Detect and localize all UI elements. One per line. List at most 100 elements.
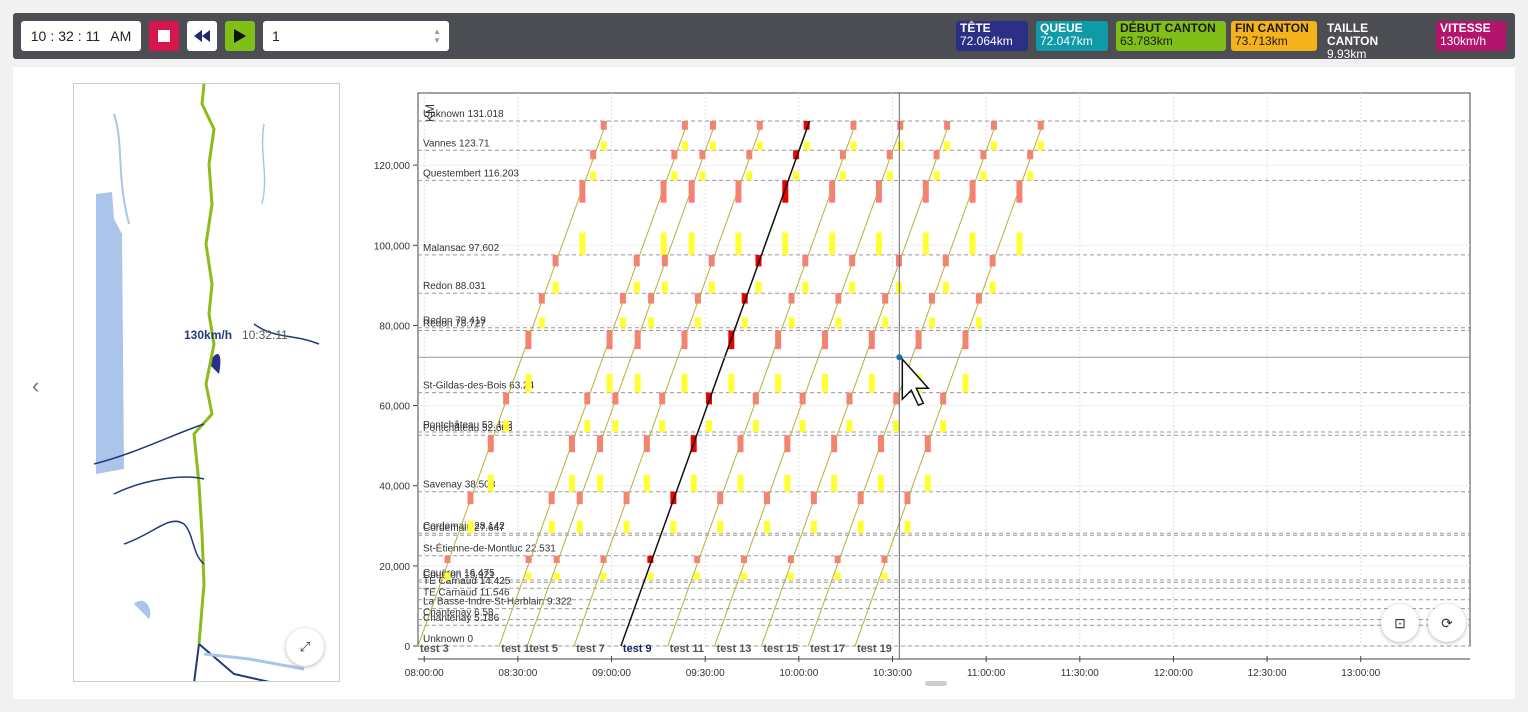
block-red	[548, 491, 555, 505]
station-label: Savenay 38.508	[423, 480, 496, 491]
block-yellow	[717, 520, 724, 534]
block-yellow	[904, 520, 911, 534]
block-yellow	[670, 520, 677, 534]
time-input[interactable]: 10: 32: 11 AM	[21, 21, 141, 51]
run-line	[526, 120, 717, 647]
block-red	[787, 555, 794, 563]
block-red	[681, 120, 688, 130]
run-label: test 1	[501, 643, 530, 655]
zoom-fit-button[interactable]: ⊡	[1381, 604, 1419, 642]
resize-handle[interactable]	[925, 681, 947, 686]
block-yellow	[552, 281, 559, 294]
block-red	[893, 392, 900, 405]
block-red	[942, 254, 949, 267]
badge-3: FIN CANTON 73.713km	[1231, 21, 1317, 51]
plot-area	[417, 92, 1471, 647]
block-red	[882, 293, 889, 304]
chevron-left-icon[interactable]: ‹	[32, 373, 40, 398]
block-yellow	[706, 420, 713, 432]
map-canvas	[93, 84, 320, 681]
run-label: test 15	[763, 643, 798, 655]
block-yellow	[989, 281, 996, 294]
x-tick-label: 10:30:00	[873, 668, 912, 679]
run-line	[417, 120, 608, 647]
block-yellow	[590, 171, 597, 181]
block-red	[699, 150, 706, 160]
block-yellow	[882, 317, 889, 328]
stop-icon	[158, 30, 170, 42]
block-red	[746, 150, 753, 160]
block-red	[975, 293, 982, 304]
play-icon	[234, 29, 246, 43]
block-red	[688, 180, 695, 203]
time-seconds[interactable]: 11	[85, 28, 101, 44]
stop-button[interactable]	[149, 21, 179, 51]
run-label: test 11	[670, 643, 704, 655]
block-yellow	[764, 520, 771, 534]
reset-button[interactable]: ⟳	[1428, 604, 1466, 642]
run-line	[667, 120, 857, 647]
block-yellow	[835, 317, 842, 328]
block-yellow	[839, 171, 846, 181]
block-yellow	[829, 232, 836, 255]
play-button[interactable]	[225, 21, 255, 51]
run-line	[854, 120, 1045, 647]
stepper-icon[interactable]: ▲ ▼	[433, 27, 441, 45]
run-line	[714, 120, 904, 647]
map-recenter-button[interactable]: ⤢	[286, 628, 324, 666]
block-red	[980, 150, 987, 160]
run-line	[760, 120, 951, 647]
x-tick-label: 09:00:00	[592, 668, 631, 679]
rewind-button[interactable]	[187, 21, 217, 51]
space-time-chart[interactable]: 08:00:00 08:30:00 09:00:00 09:30:00 10:00:00…	[360, 80, 1480, 680]
block-red	[897, 120, 904, 130]
station-label: Couëron 15.921	[423, 570, 495, 581]
block-red	[694, 293, 701, 304]
block-yellow	[694, 572, 701, 580]
run-label: test 17	[810, 643, 845, 655]
block-yellow	[803, 141, 810, 151]
block-red	[922, 180, 929, 203]
run-line	[620, 120, 811, 647]
block-yellow	[868, 373, 875, 393]
x-tick-label: 13:00:00	[1341, 668, 1380, 679]
block-yellow	[1016, 232, 1023, 255]
speed-input[interactable]: 1 ▲ ▼	[263, 21, 449, 51]
block-yellow	[1037, 141, 1044, 151]
block-yellow	[619, 317, 626, 328]
block-yellow	[821, 373, 828, 393]
station-label: St-Gildas-des-Bois 63.24	[423, 381, 535, 392]
run-test-9: test 9	[620, 120, 811, 655]
block-yellow	[787, 572, 794, 580]
block-red	[576, 491, 583, 505]
map-time-label: 10:32:11	[242, 328, 288, 342]
time-hours[interactable]: 10	[30, 28, 47, 44]
badge-value: 130km/h	[1440, 34, 1487, 48]
block-red	[839, 150, 846, 160]
time-ampm[interactable]: AM	[110, 28, 132, 44]
block-red	[671, 150, 678, 160]
map-panel[interactable]: 130km/h 10:32:11 ⤢	[73, 83, 340, 682]
block-yellow	[568, 474, 575, 492]
time-minutes[interactable]: 32	[58, 28, 74, 44]
block-yellow	[962, 373, 969, 393]
y-tick-label: 120,000	[374, 161, 411, 172]
block-yellow	[671, 171, 678, 181]
block-yellow	[600, 572, 607, 580]
block-yellow	[849, 281, 856, 294]
block-yellow	[648, 317, 655, 328]
block-yellow	[886, 171, 893, 181]
block-red	[788, 293, 795, 304]
block-red	[799, 392, 806, 405]
block-yellow	[576, 520, 583, 534]
chart-svg: 08:00:00 08:30:00 09:00:00 09:30:00 10:00:00…	[374, 92, 1471, 679]
block-red	[834, 555, 841, 563]
block-yellow	[799, 420, 806, 432]
run-test-5: test 5	[526, 120, 717, 655]
run-line	[498, 120, 689, 647]
cursor-point	[896, 354, 903, 361]
block-red	[752, 392, 759, 405]
block-yellow	[737, 474, 744, 492]
block-yellow	[752, 420, 759, 432]
y-tick-label: 80,000	[379, 321, 410, 332]
